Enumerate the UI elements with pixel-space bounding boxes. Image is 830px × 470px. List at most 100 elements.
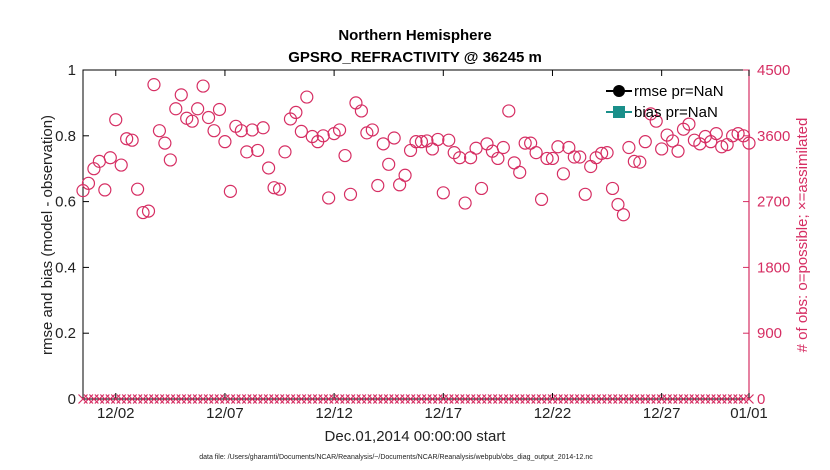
- possible-point: [649, 114, 663, 128]
- possible-point: [595, 146, 609, 160]
- possible-point: [278, 145, 292, 159]
- possible-point: [251, 143, 265, 158]
- possible-point: [682, 117, 696, 131]
- possible-point: [403, 143, 418, 158]
- y-axis-label: rmse and bias (model - observation): [39, 115, 56, 355]
- possible-point: [289, 105, 303, 120]
- possible-point: [371, 178, 385, 193]
- y2-tick-label: 3600: [757, 128, 790, 145]
- y2-axis-label: # of obs: o=possible; ×=assimilated: [794, 118, 811, 353]
- left-axis: 0 0.2 0.4 0.6 0.8 1: [55, 62, 89, 408]
- legend-bias-marker: [613, 106, 625, 118]
- possible-point: [398, 168, 412, 182]
- possible-point: [169, 102, 183, 116]
- x-tick-label: 12/17: [425, 405, 463, 422]
- x-axis-label: Dec.01,2014 00:00:00 start: [325, 428, 507, 445]
- possible-point: [518, 136, 532, 150]
- possible-point: [491, 151, 505, 166]
- possible-point: [174, 88, 188, 102]
- possible-point: [458, 196, 472, 210]
- possible-point: [529, 146, 543, 160]
- possible-point: [616, 208, 631, 222]
- possible-point: [431, 132, 445, 147]
- possible-point: [158, 136, 172, 150]
- possible-point: [513, 165, 527, 179]
- y-tick-label: 0.6: [55, 194, 76, 211]
- possible-point: [605, 181, 620, 196]
- possible-point: [709, 127, 723, 141]
- possible-point: [212, 102, 227, 117]
- possible-point: [638, 135, 652, 149]
- possible-point: [731, 127, 745, 141]
- possible-point: [240, 145, 254, 159]
- possible-point: [316, 129, 330, 143]
- possible-point: [627, 154, 641, 168]
- possible-point: [103, 151, 117, 165]
- legend-rmse-marker: [613, 85, 625, 97]
- possible-point: [584, 159, 598, 174]
- y2-tick-label: 2700: [757, 194, 790, 211]
- y2-tick-label: 0: [757, 391, 765, 408]
- possible-point: [349, 96, 363, 110]
- possible-point: [578, 187, 592, 201]
- possible-point: [125, 133, 139, 147]
- possible-point: [376, 137, 390, 151]
- possible-point: [545, 151, 560, 166]
- possible-point: [191, 102, 205, 116]
- possible-point: [496, 140, 510, 155]
- legend-bias-label: bias pr=NaN: [634, 104, 718, 121]
- y-tick-label: 0.2: [55, 325, 76, 342]
- y-tick-label: 0: [68, 391, 76, 408]
- possible-point: [387, 131, 401, 145]
- possible-point: [98, 183, 112, 197]
- possible-point: [114, 158, 128, 172]
- possible-point: [453, 151, 467, 165]
- possible-point: [343, 187, 358, 201]
- assimilated-point: [744, 394, 754, 404]
- legend-rmse-label: rmse pr=NaN: [634, 83, 724, 100]
- possible-point: [300, 90, 314, 104]
- possible-point: [354, 104, 369, 118]
- possible-point: [715, 140, 729, 154]
- possible-point: [234, 124, 248, 138]
- possible-point: [540, 151, 554, 166]
- possible-point: [272, 182, 287, 196]
- y-tick-label: 0.8: [55, 128, 76, 145]
- y-tick-label: 0.4: [55, 259, 76, 276]
- data-file-footnote: data file: /Users/gharamti/Documents/NCA…: [199, 454, 593, 461]
- possible-point: [469, 141, 483, 155]
- possible-point: [294, 124, 308, 139]
- y-tick-label: 1: [68, 62, 76, 79]
- possible-point: [556, 167, 570, 181]
- possible-point: [382, 157, 396, 171]
- x-tick-label: 12/02: [97, 405, 135, 422]
- possible-point: [442, 133, 456, 147]
- chart-title: Northern Hemisphere: [338, 27, 491, 44]
- possible-point: [671, 144, 685, 158]
- y2-tick-label: 4500: [757, 62, 790, 79]
- chart-subtitle: GPSRO_REFRACTIVITY @ 36245 m: [288, 49, 542, 66]
- possible-point: [409, 135, 423, 149]
- possible-point: [130, 182, 145, 196]
- y2-tick-label: 900: [757, 325, 782, 342]
- possible-point: [655, 142, 669, 156]
- possible-point: [622, 140, 636, 155]
- possible-point: [207, 124, 221, 138]
- possible-point: [567, 150, 581, 164]
- possible-series: [76, 78, 756, 222]
- y2-tick-label: 1800: [757, 259, 790, 276]
- possible-point: [81, 176, 96, 190]
- possible-point: [332, 123, 347, 137]
- possible-point: [534, 192, 549, 207]
- possible-point: [414, 135, 429, 149]
- possible-point: [109, 113, 123, 127]
- possible-point: [245, 123, 259, 137]
- possible-point: [365, 123, 379, 137]
- possible-point: [322, 191, 336, 205]
- possible-point: [502, 104, 516, 118]
- assimilated-series: [78, 394, 754, 404]
- x-axis: 12/02 12/07 12/12 12/17 12/22 12/27 01/01: [97, 70, 768, 422]
- right-axis: 0 900 1800 2700 3600 4500: [743, 62, 790, 408]
- possible-point: [185, 114, 199, 128]
